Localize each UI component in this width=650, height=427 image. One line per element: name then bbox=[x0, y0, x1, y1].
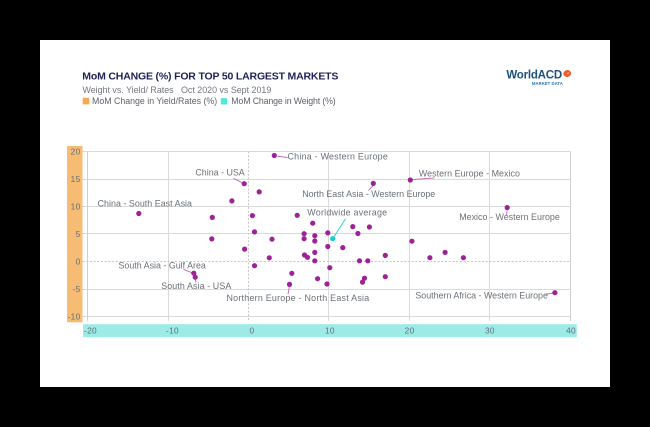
svg-text:China - Western Europe: China - Western Europe bbox=[288, 151, 389, 161]
svg-text:20: 20 bbox=[71, 146, 81, 156]
svg-text:WorldACD: WorldACD bbox=[506, 69, 562, 81]
svg-text:-10: -10 bbox=[68, 312, 81, 322]
svg-text:South Asia - USA: South Asia - USA bbox=[161, 281, 231, 291]
svg-text:-20: -20 bbox=[84, 326, 97, 336]
svg-text:15: 15 bbox=[71, 174, 81, 184]
svg-text:Mexico - Western Europe: Mexico - Western Europe bbox=[459, 212, 560, 222]
svg-text:0: 0 bbox=[76, 257, 81, 267]
svg-text:China - USA: China - USA bbox=[195, 167, 244, 177]
svg-text:20: 20 bbox=[405, 326, 415, 336]
svg-text:China - South East Asia: China - South East Asia bbox=[98, 198, 192, 208]
svg-text:-5: -5 bbox=[73, 284, 81, 294]
svg-text:Western Europe - Mexico: Western Europe - Mexico bbox=[419, 169, 520, 179]
svg-text:10: 10 bbox=[325, 326, 335, 336]
svg-text:Southern Africa - Western Euro: Southern Africa - Western Europe bbox=[415, 290, 548, 300]
svg-text:North East Asia - Western Euro: North East Asia - Western Europe bbox=[302, 189, 435, 199]
svg-text:MoM CHANGE (%) FOR TOP 50 LARG: MoM CHANGE (%) FOR TOP 50 LARGEST MARKET… bbox=[82, 71, 338, 83]
svg-text:-10: -10 bbox=[166, 326, 179, 336]
svg-text:Northern Europe - North East A: Northern Europe - North East Asia bbox=[227, 293, 370, 303]
svg-text:Worldwide average: Worldwide average bbox=[307, 207, 387, 217]
svg-text:MARKET DATA: MARKET DATA bbox=[532, 81, 563, 86]
svg-text:South Asia - Gulf Area: South Asia - Gulf Area bbox=[119, 260, 206, 270]
svg-text:40: 40 bbox=[566, 326, 576, 336]
svg-text:5: 5 bbox=[76, 229, 81, 239]
svg-text:MoM Change in Yield/Rates (%): MoM Change in Yield/Rates (%) bbox=[92, 96, 217, 106]
svg-text:0: 0 bbox=[250, 326, 255, 336]
svg-text:30: 30 bbox=[485, 326, 495, 336]
svg-text:Weight vs. Yield/ Rates Oct: Weight vs. Yield/ Rates Oct 2020 vs Sept… bbox=[83, 85, 272, 95]
svg-text:MoM Change in Weight (%): MoM Change in Weight (%) bbox=[231, 96, 336, 106]
svg-text:10: 10 bbox=[71, 202, 81, 212]
